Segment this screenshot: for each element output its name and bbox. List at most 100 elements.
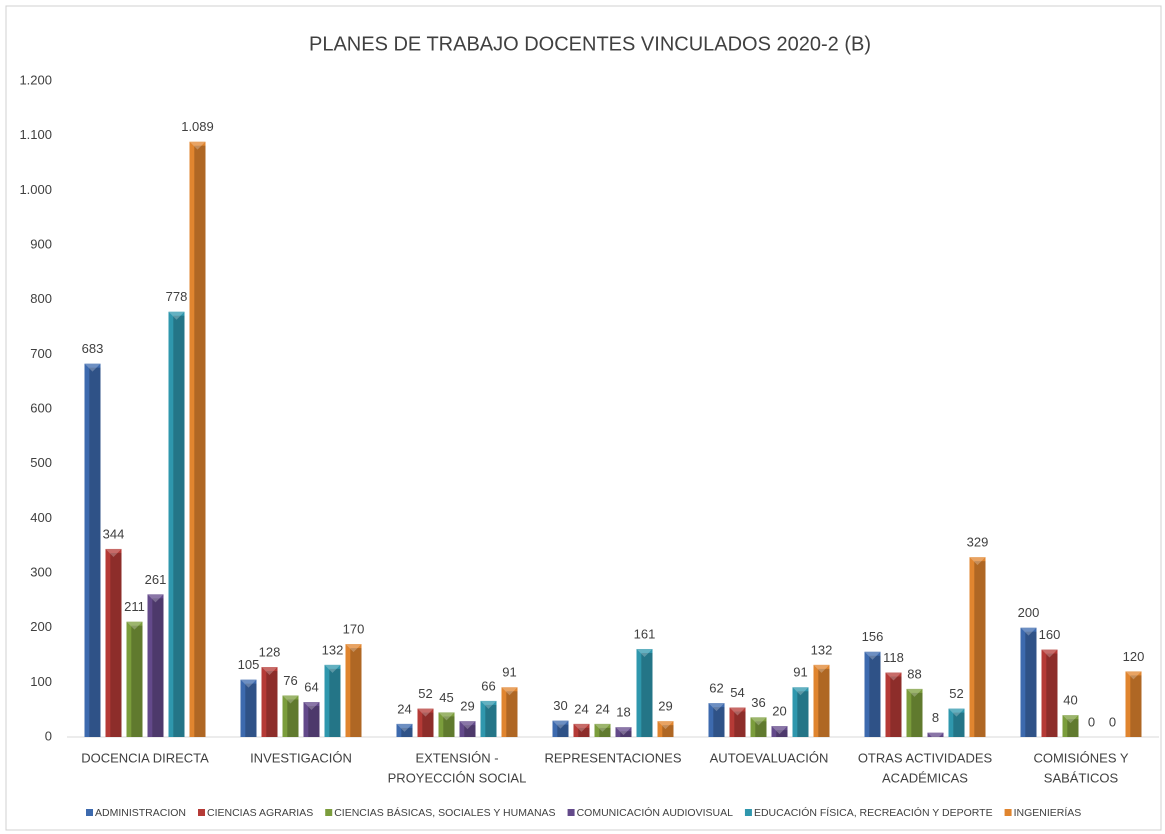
data-label: 161 — [634, 626, 656, 641]
bar-top — [417, 708, 434, 717]
bar-shade — [131, 625, 143, 737]
bar — [1041, 649, 1058, 737]
data-label: 200 — [1018, 605, 1040, 620]
bar-top — [729, 707, 746, 716]
bar — [303, 702, 320, 737]
bar-top — [282, 695, 299, 704]
data-label: 120 — [1123, 649, 1145, 664]
data-label: 778 — [166, 289, 188, 304]
bar-top — [927, 732, 944, 741]
data-label: 62 — [709, 681, 723, 696]
bar-shade — [662, 725, 674, 737]
bar-shade — [287, 699, 299, 737]
x-tick-label: OTRAS ACTIVIDADES — [858, 750, 993, 765]
bar — [573, 723, 590, 737]
data-label: 128 — [259, 644, 281, 659]
bar-shade — [308, 706, 320, 737]
bar-top — [501, 687, 518, 696]
bar-top — [594, 723, 611, 732]
data-label: 105 — [238, 657, 260, 672]
bar — [636, 648, 653, 737]
bar-top — [324, 664, 341, 673]
bar — [594, 723, 611, 737]
bar-shade — [776, 730, 788, 737]
bar-top — [750, 717, 767, 726]
data-label: 52 — [949, 686, 963, 701]
bar — [240, 679, 257, 737]
bar — [750, 717, 767, 737]
x-tick-label: SABÁTICOS — [1044, 770, 1119, 785]
data-label: 24 — [595, 701, 609, 716]
bar-shade — [1046, 653, 1058, 737]
bar-shade — [713, 707, 725, 737]
data-label: 29 — [658, 699, 672, 714]
bar-top — [708, 703, 725, 712]
bar — [771, 726, 788, 737]
data-label: 45 — [439, 690, 453, 705]
bar-top — [906, 688, 923, 697]
bar-shade — [1130, 675, 1142, 737]
bar-top — [105, 548, 122, 557]
bar-shade — [329, 668, 341, 737]
bar — [708, 703, 725, 737]
bar-shade — [953, 712, 965, 737]
data-label: 8 — [932, 710, 939, 725]
bar-top — [552, 720, 569, 729]
bar-top — [969, 557, 986, 566]
bar-top — [657, 721, 674, 730]
data-label: 132 — [322, 642, 344, 657]
bar-top — [1020, 627, 1037, 636]
bar — [1125, 671, 1142, 737]
bar-top — [771, 726, 788, 735]
bar-top — [459, 721, 476, 730]
bar — [459, 721, 476, 737]
x-tick-label: REPRESENTACIONES — [544, 750, 681, 765]
data-label: 160 — [1039, 627, 1061, 642]
bar-shade — [734, 711, 746, 737]
x-tick-label: DOCENCIA DIRECTA — [81, 750, 209, 765]
data-label: 170 — [343, 622, 365, 637]
bar-top — [438, 712, 455, 721]
bar-top — [1125, 671, 1142, 680]
bar-shade — [557, 724, 569, 737]
bar-shade — [110, 552, 122, 737]
bar — [729, 707, 746, 737]
bar — [84, 363, 101, 737]
data-label: 64 — [304, 679, 318, 694]
bar — [480, 700, 497, 737]
legend-swatch — [744, 809, 752, 816]
bar — [813, 664, 830, 737]
legend-label: CIENCIAS BÁSICAS, SOCIALES Y HUMANAS — [334, 806, 555, 819]
bar-top — [261, 667, 278, 676]
legend-label: CIENCIAS AGRARIAS — [207, 807, 313, 819]
chart-title: PLANES DE TRABAJO DOCENTES VINCULADOS 20… — [309, 33, 871, 55]
bar — [501, 687, 518, 737]
data-label: 88 — [907, 666, 921, 681]
data-label: 40 — [1063, 693, 1077, 708]
data-label: 156 — [862, 629, 884, 644]
bar — [792, 687, 809, 737]
bar — [969, 557, 986, 737]
bar-top — [948, 708, 965, 717]
bar — [1020, 627, 1037, 737]
data-label: 1.089 — [181, 119, 214, 134]
legend-label: COMUNICACIÓN AUDIOVISUAL — [577, 806, 734, 819]
y-tick-label: 1.100 — [19, 127, 52, 142]
bar-shade — [152, 598, 164, 737]
data-label: 30 — [553, 698, 567, 713]
bar-top — [240, 679, 257, 688]
data-label: 344 — [103, 526, 125, 541]
bar — [189, 141, 206, 737]
bar-shade — [755, 721, 767, 737]
data-label: 24 — [397, 701, 411, 716]
bar-shade — [797, 691, 809, 737]
bar — [885, 672, 902, 737]
bar-shade — [974, 561, 986, 737]
bar-top — [396, 723, 413, 732]
legend-label: EDUCACIÓN FÍSICA, RECREACIÓN Y DEPORTE — [754, 806, 993, 819]
data-label: 683 — [82, 341, 104, 356]
x-tick-label: EXTENSIÓN - — [415, 750, 498, 765]
bar-shade — [911, 692, 923, 737]
legend-label: ADMINISTRACION — [95, 807, 186, 819]
bar-top — [615, 727, 632, 736]
